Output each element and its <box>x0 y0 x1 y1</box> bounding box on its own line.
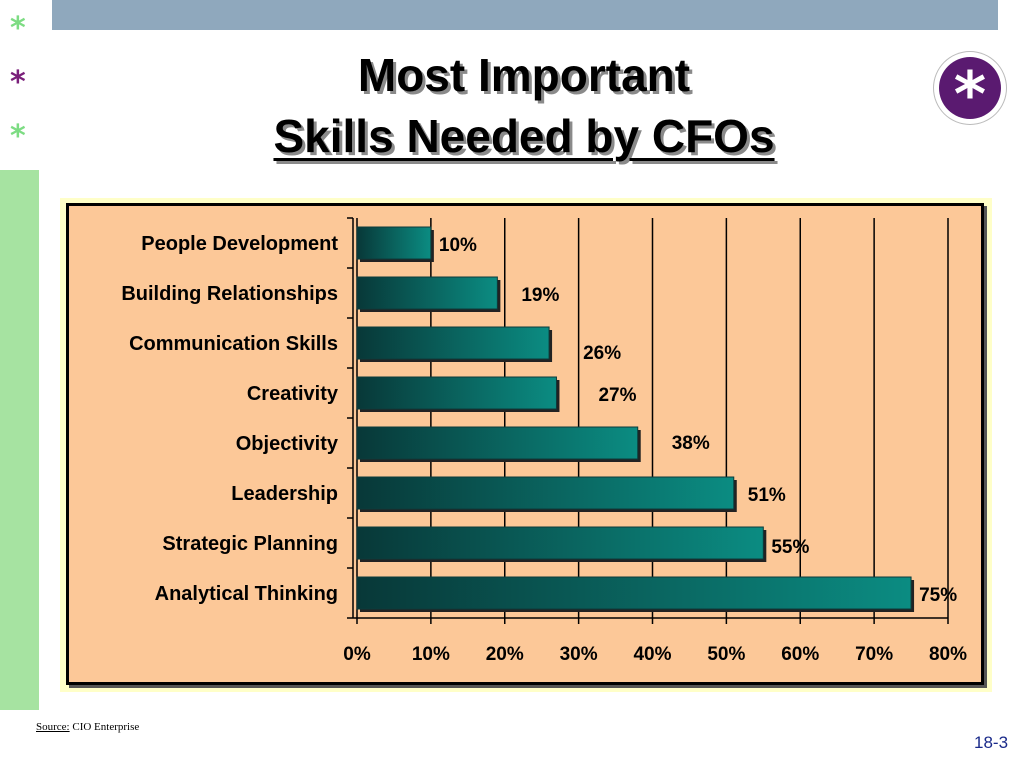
x-tick-label: 50% <box>707 644 745 665</box>
slide-title-line2: Skills Needed by CFOs <box>0 113 1024 159</box>
data-label: 26% <box>583 343 621 364</box>
x-tick-label: 60% <box>781 644 819 665</box>
data-label: 38% <box>672 433 710 454</box>
bar <box>356 326 550 360</box>
slide-title-line2-text: Skills Needed by CFOs <box>273 110 775 162</box>
category-label: Analytical Thinking <box>155 583 338 605</box>
bar <box>356 476 735 510</box>
source-note: Source: CIO Enterprise <box>36 721 139 733</box>
source-text: CIO Enterprise <box>69 721 140 733</box>
top-bar <box>52 0 998 30</box>
category-label: Communication Skills <box>129 333 338 355</box>
data-label: 27% <box>598 385 636 406</box>
x-tick-label: 20% <box>486 644 524 665</box>
slide-title-line1: Most Important <box>357 49 691 101</box>
x-tick-label: 80% <box>929 644 967 665</box>
data-label: 51% <box>748 485 786 506</box>
category-label: Strategic Planning <box>162 533 338 555</box>
star-icon: * <box>10 119 26 154</box>
category-label: Leadership <box>231 483 338 505</box>
bar <box>356 426 639 460</box>
bar <box>356 226 432 260</box>
category-label: Creativity <box>247 383 339 405</box>
page-number: 18-3 <box>974 733 1009 752</box>
asterisk-icon: * <box>939 57 1001 131</box>
bar <box>356 276 498 310</box>
data-label: 75% <box>919 585 957 606</box>
x-tick-label: 0% <box>343 644 371 665</box>
bar <box>356 376 557 410</box>
data-label: 19% <box>521 285 559 306</box>
data-label: 10% <box>439 235 477 256</box>
star-icon: * <box>10 11 26 46</box>
bar <box>356 576 912 610</box>
x-tick-label: 70% <box>855 644 893 665</box>
asterisk-badge: * <box>934 52 1006 131</box>
category-label: Objectivity <box>236 433 339 455</box>
side-strip <box>0 170 39 710</box>
x-tick-label: 30% <box>560 644 598 665</box>
data-label: 55% <box>771 537 809 558</box>
source-label: Source: <box>36 721 70 733</box>
x-tick-label: 10% <box>412 644 450 665</box>
star-icon: * <box>10 65 26 100</box>
category-label: Building Relationships <box>121 283 338 305</box>
bar <box>356 526 764 560</box>
x-tick-label: 40% <box>633 644 671 665</box>
category-label: People Development <box>141 233 338 255</box>
